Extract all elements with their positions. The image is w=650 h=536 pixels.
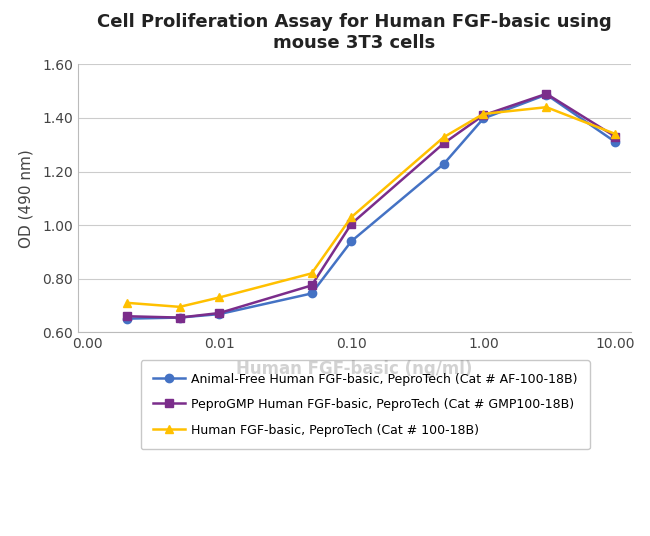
Title: Cell Proliferation Assay for Human FGF-basic using
mouse 3T3 cells: Cell Proliferation Assay for Human FGF-b… [97, 13, 612, 51]
Human FGF-basic, PeproTech (Cat # 100-18B) [480, 111, 488, 117]
Animal-Free Human FGF-basic, PeproTech (Cat # AF-100-18B) [348, 238, 356, 244]
PeproGMP Human FGF-basic, PeproTech (Cat # GMP100-18B) [612, 133, 619, 140]
Line: Animal-Free Human FGF-basic, PeproTech (Cat # AF-100-18B): Animal-Free Human FGF-basic, PeproTech (… [123, 91, 619, 323]
Animal-Free Human FGF-basic, PeproTech (Cat # AF-100-18B) [176, 314, 183, 321]
X-axis label: Human FGF-basic (ng/ml): Human FGF-basic (ng/ml) [236, 360, 473, 377]
Line: Human FGF-basic, PeproTech (Cat # 100-18B): Human FGF-basic, PeproTech (Cat # 100-18… [123, 103, 619, 311]
Animal-Free Human FGF-basic, PeproTech (Cat # AF-100-18B) [123, 315, 131, 322]
PeproGMP Human FGF-basic, PeproTech (Cat # GMP100-18B) [215, 310, 223, 316]
Animal-Free Human FGF-basic, PeproTech (Cat # AF-100-18B) [215, 311, 223, 317]
Y-axis label: OD (490 nm): OD (490 nm) [19, 149, 34, 248]
Animal-Free Human FGF-basic, PeproTech (Cat # AF-100-18B) [440, 161, 448, 167]
PeproGMP Human FGF-basic, PeproTech (Cat # GMP100-18B) [348, 221, 356, 227]
Human FGF-basic, PeproTech (Cat # 100-18B) [123, 300, 131, 306]
Animal-Free Human FGF-basic, PeproTech (Cat # AF-100-18B) [480, 115, 488, 122]
Animal-Free Human FGF-basic, PeproTech (Cat # AF-100-18B) [612, 139, 619, 145]
PeproGMP Human FGF-basic, PeproTech (Cat # GMP100-18B) [307, 282, 315, 288]
Human FGF-basic, PeproTech (Cat # 100-18B) [215, 294, 223, 301]
Line: PeproGMP Human FGF-basic, PeproTech (Cat # GMP100-18B): PeproGMP Human FGF-basic, PeproTech (Cat… [123, 90, 619, 322]
PeproGMP Human FGF-basic, PeproTech (Cat # GMP100-18B) [123, 313, 131, 319]
Human FGF-basic, PeproTech (Cat # 100-18B) [440, 134, 448, 140]
PeproGMP Human FGF-basic, PeproTech (Cat # GMP100-18B) [480, 112, 488, 118]
Human FGF-basic, PeproTech (Cat # 100-18B) [612, 131, 619, 137]
Animal-Free Human FGF-basic, PeproTech (Cat # AF-100-18B) [307, 291, 315, 297]
Human FGF-basic, PeproTech (Cat # 100-18B) [307, 270, 315, 277]
PeproGMP Human FGF-basic, PeproTech (Cat # GMP100-18B) [440, 140, 448, 146]
Human FGF-basic, PeproTech (Cat # 100-18B) [176, 303, 183, 310]
Human FGF-basic, PeproTech (Cat # 100-18B) [543, 104, 551, 110]
Human FGF-basic, PeproTech (Cat # 100-18B) [348, 214, 356, 220]
Legend: Animal-Free Human FGF-basic, PeproTech (Cat # AF-100-18B), PeproGMP Human FGF-ba: Animal-Free Human FGF-basic, PeproTech (… [141, 360, 590, 449]
PeproGMP Human FGF-basic, PeproTech (Cat # GMP100-18B) [543, 91, 551, 97]
PeproGMP Human FGF-basic, PeproTech (Cat # GMP100-18B) [176, 314, 183, 321]
Animal-Free Human FGF-basic, PeproTech (Cat # AF-100-18B) [543, 91, 551, 98]
